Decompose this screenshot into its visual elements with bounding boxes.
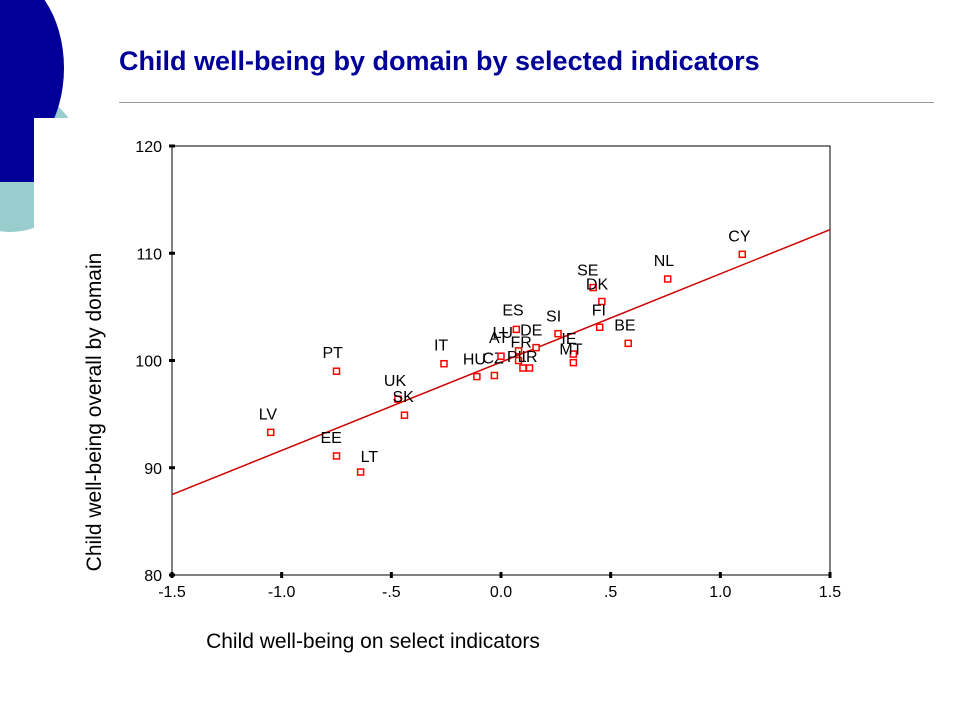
point-label: HU: [463, 352, 486, 369]
data-point: [332, 452, 341, 460]
point-label: LU: [493, 325, 513, 342]
data-point: [514, 356, 523, 365]
point-label: PL: [507, 349, 527, 366]
y-tick-label: 80: [144, 568, 162, 585]
y-axis-title: Child well-being overall by domain: [83, 253, 106, 572]
decor-white-notch: [34, 118, 120, 260]
point-label: FI: [592, 302, 606, 319]
data-point: [473, 372, 481, 381]
point-label: DK: [586, 277, 609, 294]
point-label: DE: [520, 323, 542, 340]
data-point: [663, 275, 672, 283]
data-point: [497, 352, 505, 360]
point-label: ES: [502, 302, 523, 319]
x-tick-label: 1.5: [819, 584, 841, 601]
data-point: [356, 468, 365, 476]
point-label: LV: [259, 406, 278, 423]
point-label: SI: [546, 309, 561, 326]
y-tick-label: 110: [136, 246, 162, 263]
decor-navy-bar: [0, 118, 34, 182]
data-point: [514, 347, 523, 355]
point-label: BE: [614, 317, 635, 334]
title-rule: [119, 102, 934, 103]
data-point: [394, 395, 402, 403]
data-point: [332, 367, 341, 375]
data-point: [440, 359, 448, 368]
data-point: [525, 364, 534, 372]
point-label: NL: [654, 253, 675, 270]
fit-line: [171, 228, 831, 496]
point-label: EE: [321, 430, 342, 447]
data-point: [598, 297, 606, 306]
point-label: UK: [384, 373, 407, 390]
data-point: [738, 250, 747, 259]
y-tick-label: 120: [135, 139, 162, 156]
y-tick-label: 90: [144, 461, 162, 478]
point-label: AT: [489, 330, 508, 347]
point-label: IR: [522, 349, 538, 366]
y-tick-label: 100: [135, 354, 162, 371]
x-axis-title: Child well-being on select indicators: [206, 630, 540, 653]
point-label: SK: [392, 389, 414, 406]
x-tick-label: 1.0: [709, 584, 731, 601]
slide-title: Child well-being by domain by selected i…: [119, 46, 760, 76]
x-tick-label: -1.5: [158, 584, 186, 601]
data-point: [569, 350, 578, 358]
point-label: PT: [323, 345, 344, 362]
point-label: CY: [728, 228, 751, 245]
data-point: [490, 371, 499, 380]
slide-decoration: [0, 0, 120, 260]
x-tick-label: .5: [604, 584, 617, 601]
point-label: MT: [559, 342, 582, 359]
point-label: LT: [361, 449, 379, 466]
data-point: [554, 329, 562, 338]
data-point: [512, 325, 521, 334]
point-label: IT: [434, 338, 448, 355]
data-point: [569, 358, 578, 367]
data-point: [589, 283, 597, 292]
point-label: FR: [511, 335, 532, 352]
x-tick-label: -1.0: [268, 584, 296, 601]
point-label: SE: [577, 263, 598, 280]
x-tick-label: 0.0: [490, 584, 512, 601]
point-label: IE: [561, 331, 576, 348]
data-point: [595, 323, 604, 332]
x-tick-label: -.5: [382, 584, 401, 601]
data-point: [400, 411, 409, 419]
data-point: [266, 428, 275, 437]
data-point: [532, 343, 540, 352]
data-point: [624, 339, 632, 348]
